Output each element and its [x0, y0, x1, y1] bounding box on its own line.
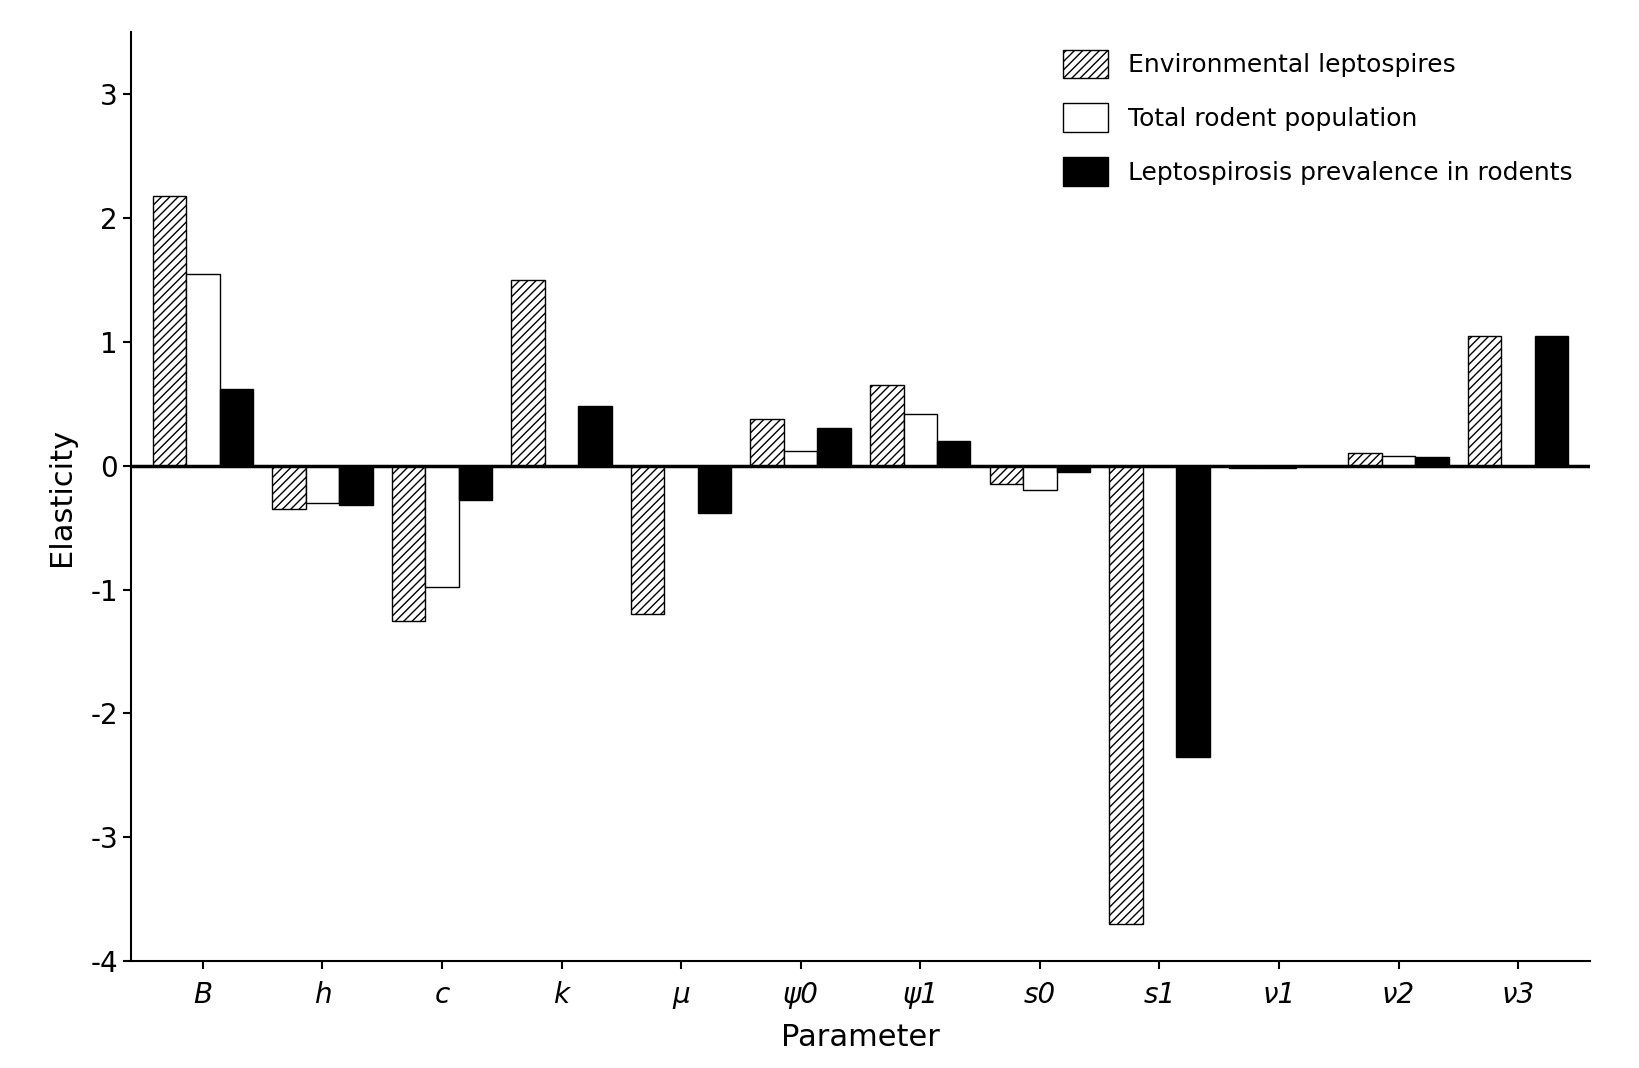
Bar — [425, 466, 459, 587]
Bar — [990, 466, 1023, 484]
Bar — [339, 466, 372, 505]
Legend: Environmental leptospires, Total rodent population, Leptospirosis prevalence in : Environmental leptospires, Total rodent … — [1052, 40, 1582, 197]
Bar — [1262, 466, 1296, 468]
Bar — [1382, 456, 1414, 466]
Bar — [1534, 335, 1569, 466]
Bar — [1414, 457, 1449, 466]
Bar — [306, 466, 339, 503]
Bar — [783, 451, 818, 466]
Bar — [392, 466, 425, 621]
Bar — [870, 386, 903, 466]
Bar — [818, 428, 851, 466]
Bar — [220, 389, 252, 466]
Bar — [1469, 335, 1501, 466]
Bar — [631, 466, 664, 614]
Bar — [938, 441, 970, 466]
Bar — [511, 280, 544, 466]
Bar — [272, 466, 306, 509]
Bar — [187, 273, 220, 466]
Bar — [1229, 466, 1262, 468]
Bar — [579, 406, 611, 466]
X-axis label: Parameter: Parameter — [782, 1022, 939, 1052]
Y-axis label: Elasticity: Elasticity — [48, 427, 77, 566]
Bar — [152, 195, 187, 466]
Bar — [1110, 466, 1142, 924]
Bar — [903, 413, 938, 466]
Bar — [1023, 466, 1057, 490]
Bar — [1057, 466, 1090, 472]
Bar — [698, 466, 731, 513]
Bar — [1349, 453, 1382, 466]
Bar — [459, 466, 492, 500]
Bar — [1177, 466, 1210, 757]
Bar — [751, 419, 783, 466]
